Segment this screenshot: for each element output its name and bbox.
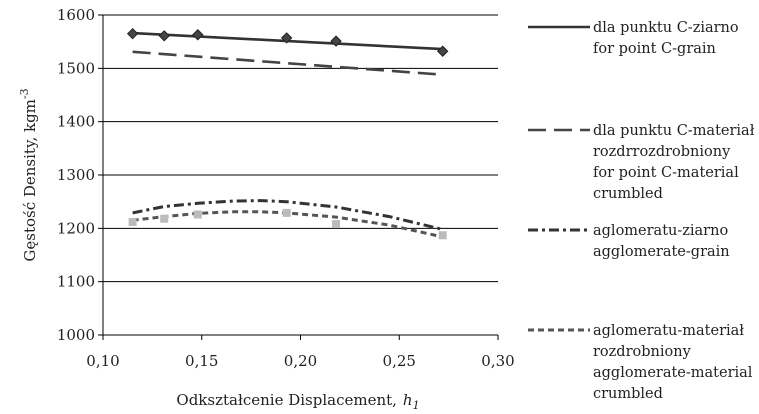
legend-label-c_material: dla punktu C-materiał xyxy=(593,123,755,139)
legend-label-c_grain: dla punktu C-ziarno xyxy=(593,20,739,36)
y-tick-label: 1200 xyxy=(57,219,95,237)
axes xyxy=(98,14,499,340)
legend-label-agg_material: crumbled xyxy=(593,386,663,402)
series-line-agg_material xyxy=(132,210,444,239)
y-tick-label: 1300 xyxy=(57,166,95,184)
data-point-agg_material xyxy=(128,217,137,226)
x-axis-title-subscript: 1 xyxy=(413,399,420,412)
data-point-agg_material xyxy=(160,214,169,223)
y-tick-labels: 1000 1100 1200 1300 1400 1500 1600 xyxy=(57,6,95,344)
data-point-agg_material xyxy=(332,220,341,229)
data-point-agg_material xyxy=(193,210,202,219)
x-tick-label: 0,25 xyxy=(383,352,416,370)
data-point-c_grain xyxy=(126,27,139,40)
x-tick-label: 0,30 xyxy=(481,352,514,370)
x-axis-title: Odkształcenie Displacement, h1 xyxy=(176,391,419,412)
x-tick-label: 0,15 xyxy=(185,352,218,370)
x-tick-label: 0,10 xyxy=(86,352,119,370)
data-point-c_grain xyxy=(158,30,170,42)
legend-label-agg_material: rozdrobniony xyxy=(593,344,692,360)
data-point-agg_material xyxy=(282,208,291,217)
legend-label-agg_grain: agglomerate-grain xyxy=(593,244,730,260)
data-point-c_grain xyxy=(192,29,204,41)
y-axis-title-text: Gęstość Density, kgm xyxy=(21,99,39,262)
data-point-agg_material xyxy=(438,231,447,240)
y-tick-label: 1000 xyxy=(57,326,95,344)
legend-label-c_grain: for point C-grain xyxy=(593,41,716,57)
legend-label-agg_material: agglomerate-material xyxy=(593,365,753,381)
legend-label-c_material: crumbled xyxy=(593,186,663,202)
data-point-c_grain xyxy=(330,35,342,47)
x-tick-labels: 0,10 0,15 0,20 0,25 0,30 xyxy=(86,352,514,370)
data-point-c_grain xyxy=(436,45,449,57)
grid-lines xyxy=(103,14,498,336)
legend-label-c_material: rozdrrozdrobniony xyxy=(593,144,731,160)
series-line-c_material xyxy=(132,50,443,76)
x-axis-title-symbol: h xyxy=(403,391,413,409)
y-tick-label: 1500 xyxy=(57,59,95,77)
y-axis-title: Gęstość Density, kgm-3 xyxy=(18,88,39,261)
series-line-agg_grain xyxy=(132,199,444,231)
legend-label-agg_material: aglomeratu-materiał xyxy=(593,323,744,339)
y-tick-label: 1400 xyxy=(57,113,95,131)
y-axis-title-exponent: -3 xyxy=(18,88,31,99)
y-tick-label: 1600 xyxy=(57,6,95,24)
legend: dla punktu C-ziarno for point C-grain dla … xyxy=(528,20,755,402)
data-point-c_grain xyxy=(280,32,293,44)
series-group xyxy=(126,27,449,240)
legend-label-c_material: for point C-material xyxy=(593,165,739,181)
x-tick-label: 0,20 xyxy=(284,352,317,370)
legend-label-agg_grain: aglomeratu-ziarno xyxy=(593,223,728,239)
x-axis-title-text: Odkształcenie Displacement, xyxy=(176,391,397,409)
y-tick-label: 1100 xyxy=(57,273,95,291)
